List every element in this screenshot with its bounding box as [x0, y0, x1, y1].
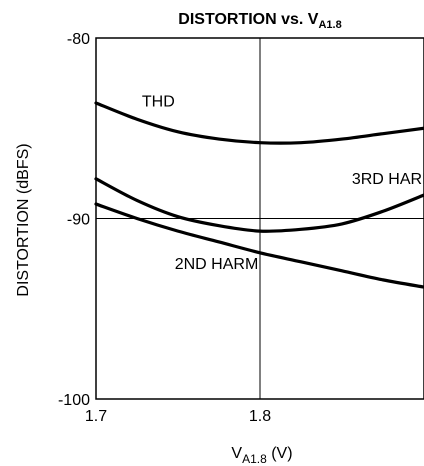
chart-title: DISTORTION vs. VA1.8: [178, 11, 341, 31]
series-line-2nd-harm: [94, 202, 424, 289]
y-tick-label: -100: [58, 392, 90, 409]
chart-title-main: DISTORTION vs. V: [178, 11, 319, 28]
y-axis-label: DISTORTION (dBFS): [15, 143, 32, 296]
x-axis-label: VA1.8 (V): [231, 445, 292, 466]
series-line-3rd-harm: [94, 177, 424, 233]
x-tick-label: 1.7: [85, 408, 107, 425]
chart-title-subscript: A1.8: [318, 19, 341, 31]
annotation-label: 3RD HARM: [352, 171, 424, 188]
y-tick-label: -80: [67, 31, 90, 48]
x-axis-label-unit: (V): [267, 445, 293, 462]
annotation-label: THD: [142, 94, 175, 111]
x-axis-label-subscript: A1.8: [242, 452, 267, 466]
annotation-label: 2ND HARM: [175, 256, 259, 273]
y-tick-label: -90: [67, 212, 90, 229]
series-line-thd: [94, 101, 424, 145]
x-axis-label-main: V: [231, 445, 242, 462]
x-tick-label: 1.8: [249, 408, 271, 425]
